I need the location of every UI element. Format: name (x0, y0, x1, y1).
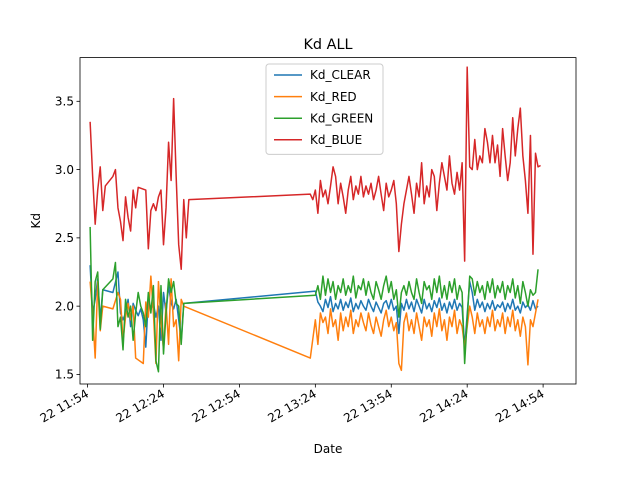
y-tick-label: 3.5 (55, 95, 74, 109)
y-tick-label: 1.5 (55, 368, 74, 382)
legend: Kd_CLEAR Kd_RED Kd_GREEN Kd_BLUE (265, 63, 384, 155)
legend-label: Kd_RED (310, 90, 357, 104)
y-axis-ticks: 1.5 2.0 2.5 3.0 3.5 (55, 95, 80, 382)
x-tick-label: 22 14:54 (493, 386, 546, 425)
y-axis-label: Kd (29, 213, 43, 229)
series-line-kd-blue (89, 66, 541, 271)
x-tick-label: 22 11:54 (38, 386, 91, 425)
x-tick-label: 22 13:54 (341, 386, 394, 425)
x-tick-label: 22 12:54 (189, 386, 242, 425)
y-tick-label: 3.0 (55, 163, 74, 177)
legend-label: Kd_GREEN (310, 111, 373, 125)
x-tick-label: 22 14:24 (417, 386, 470, 425)
series-line-kd-green (89, 226, 539, 373)
y-tick-label: 2.0 (55, 299, 74, 313)
x-axis-ticks: 22 11:54 22 12:24 22 12:54 22 13:24 22 13:54… (38, 384, 547, 425)
x-axis-label: Date (314, 442, 343, 456)
legend-label: Kd_BLUE (310, 133, 362, 147)
legend-box (265, 63, 384, 155)
plot-lines (89, 66, 541, 373)
series-line-kd-red (89, 275, 539, 372)
axes-frame (79, 57, 577, 385)
x-tick-label: 22 13:24 (265, 386, 318, 425)
chart-title: Kd ALL (303, 37, 352, 53)
y-tick-label: 2.5 (55, 231, 74, 245)
x-tick-label: 22 12:24 (114, 386, 167, 425)
legend-label: Kd_CLEAR (310, 68, 371, 82)
